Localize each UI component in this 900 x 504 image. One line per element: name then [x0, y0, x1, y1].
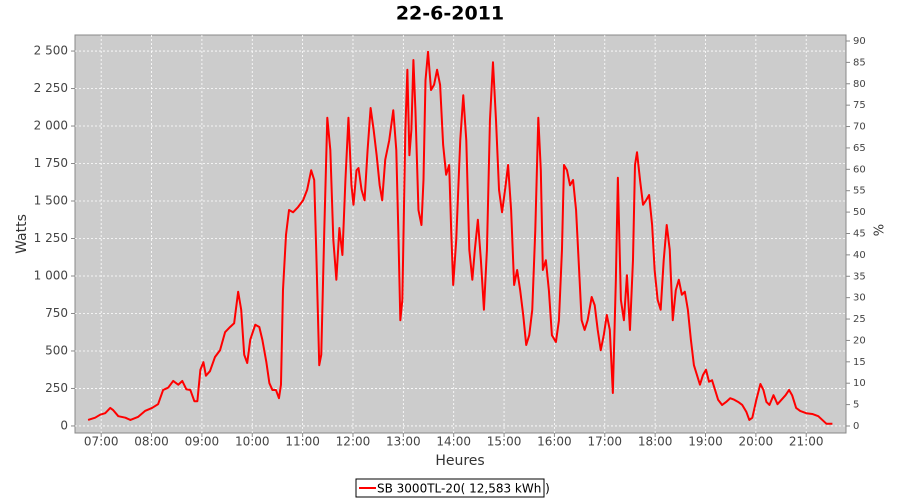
x-tick-label: 12:00 — [336, 435, 371, 449]
y2-tick-label: 70 — [853, 122, 866, 133]
y-axis-label: Watts — [14, 214, 30, 254]
x-tick-label: 17:00 — [587, 435, 622, 449]
y2-tick-label: 80 — [853, 79, 866, 90]
y2-tick-label: 85 — [853, 57, 866, 68]
x-tick-label: 21:00 — [789, 435, 824, 449]
y2-tick-label: 30 — [853, 293, 866, 304]
y2-tick-label: 55 — [853, 186, 866, 197]
y-tick-label: 2 500 — [34, 44, 68, 58]
x-tick-label: 07:00 — [84, 435, 119, 449]
x-tick-label: 18:00 — [638, 435, 673, 449]
x-tick-label: 13:00 — [386, 435, 421, 449]
y2-tick-label: 0 — [853, 421, 859, 432]
legend — [355, 478, 545, 498]
x-tick-label: 20:00 — [739, 435, 774, 449]
line-series — [87, 50, 833, 425]
y2-tick-label: 60 — [853, 164, 866, 175]
x-tick-label: 08:00 — [134, 435, 169, 449]
x-axis-label: Heures — [435, 453, 484, 469]
y-tick-label: 1 500 — [34, 194, 68, 208]
chart-title: 22-6-2011 — [396, 3, 504, 25]
y-tick-label: 2 250 — [34, 81, 68, 95]
y2-tick-label: 20 — [853, 335, 866, 346]
y2-tick-label: 15 — [853, 357, 866, 368]
y2-tick-label: 25 — [853, 314, 866, 325]
x-tick-label: 14:00 — [436, 435, 471, 449]
y2-axis-label: % — [873, 224, 888, 236]
y-tick-label: 2 000 — [34, 119, 68, 133]
y2-tick-label: 5 — [853, 400, 859, 411]
y2-tick-label: 35 — [853, 271, 866, 282]
y-tick-label: 1 250 — [34, 231, 68, 245]
y2-tick-label: 90 — [853, 36, 866, 47]
y-tick-label: 500 — [45, 343, 68, 357]
y-tick-label: 750 — [45, 306, 68, 320]
y-tick-label: 0 — [60, 418, 68, 432]
legend-label: SB 3000TL-20( 12,583 kWh ) — [377, 482, 550, 496]
x-tick-label: 09:00 — [185, 435, 220, 449]
y2-tick-label: 75 — [853, 100, 866, 111]
y-tick-label: 250 — [45, 381, 68, 395]
x-tick-label: 19:00 — [688, 435, 723, 449]
y2-tick-label: 10 — [853, 378, 866, 389]
plot-area — [74, 34, 847, 434]
y-tick-label: 1 000 — [34, 268, 68, 282]
y2-tick-label: 50 — [853, 207, 866, 218]
x-tick-label: 15:00 — [487, 435, 522, 449]
x-tick-label: 11:00 — [285, 435, 320, 449]
x-tick-label: 10:00 — [235, 435, 270, 449]
y2-tick-label: 40 — [853, 250, 866, 261]
y2-tick-label: 45 — [853, 228, 866, 239]
x-tick-label: 16:00 — [537, 435, 572, 449]
y-tick-label: 1 750 — [34, 156, 68, 170]
y2-tick-label: 65 — [853, 143, 866, 154]
